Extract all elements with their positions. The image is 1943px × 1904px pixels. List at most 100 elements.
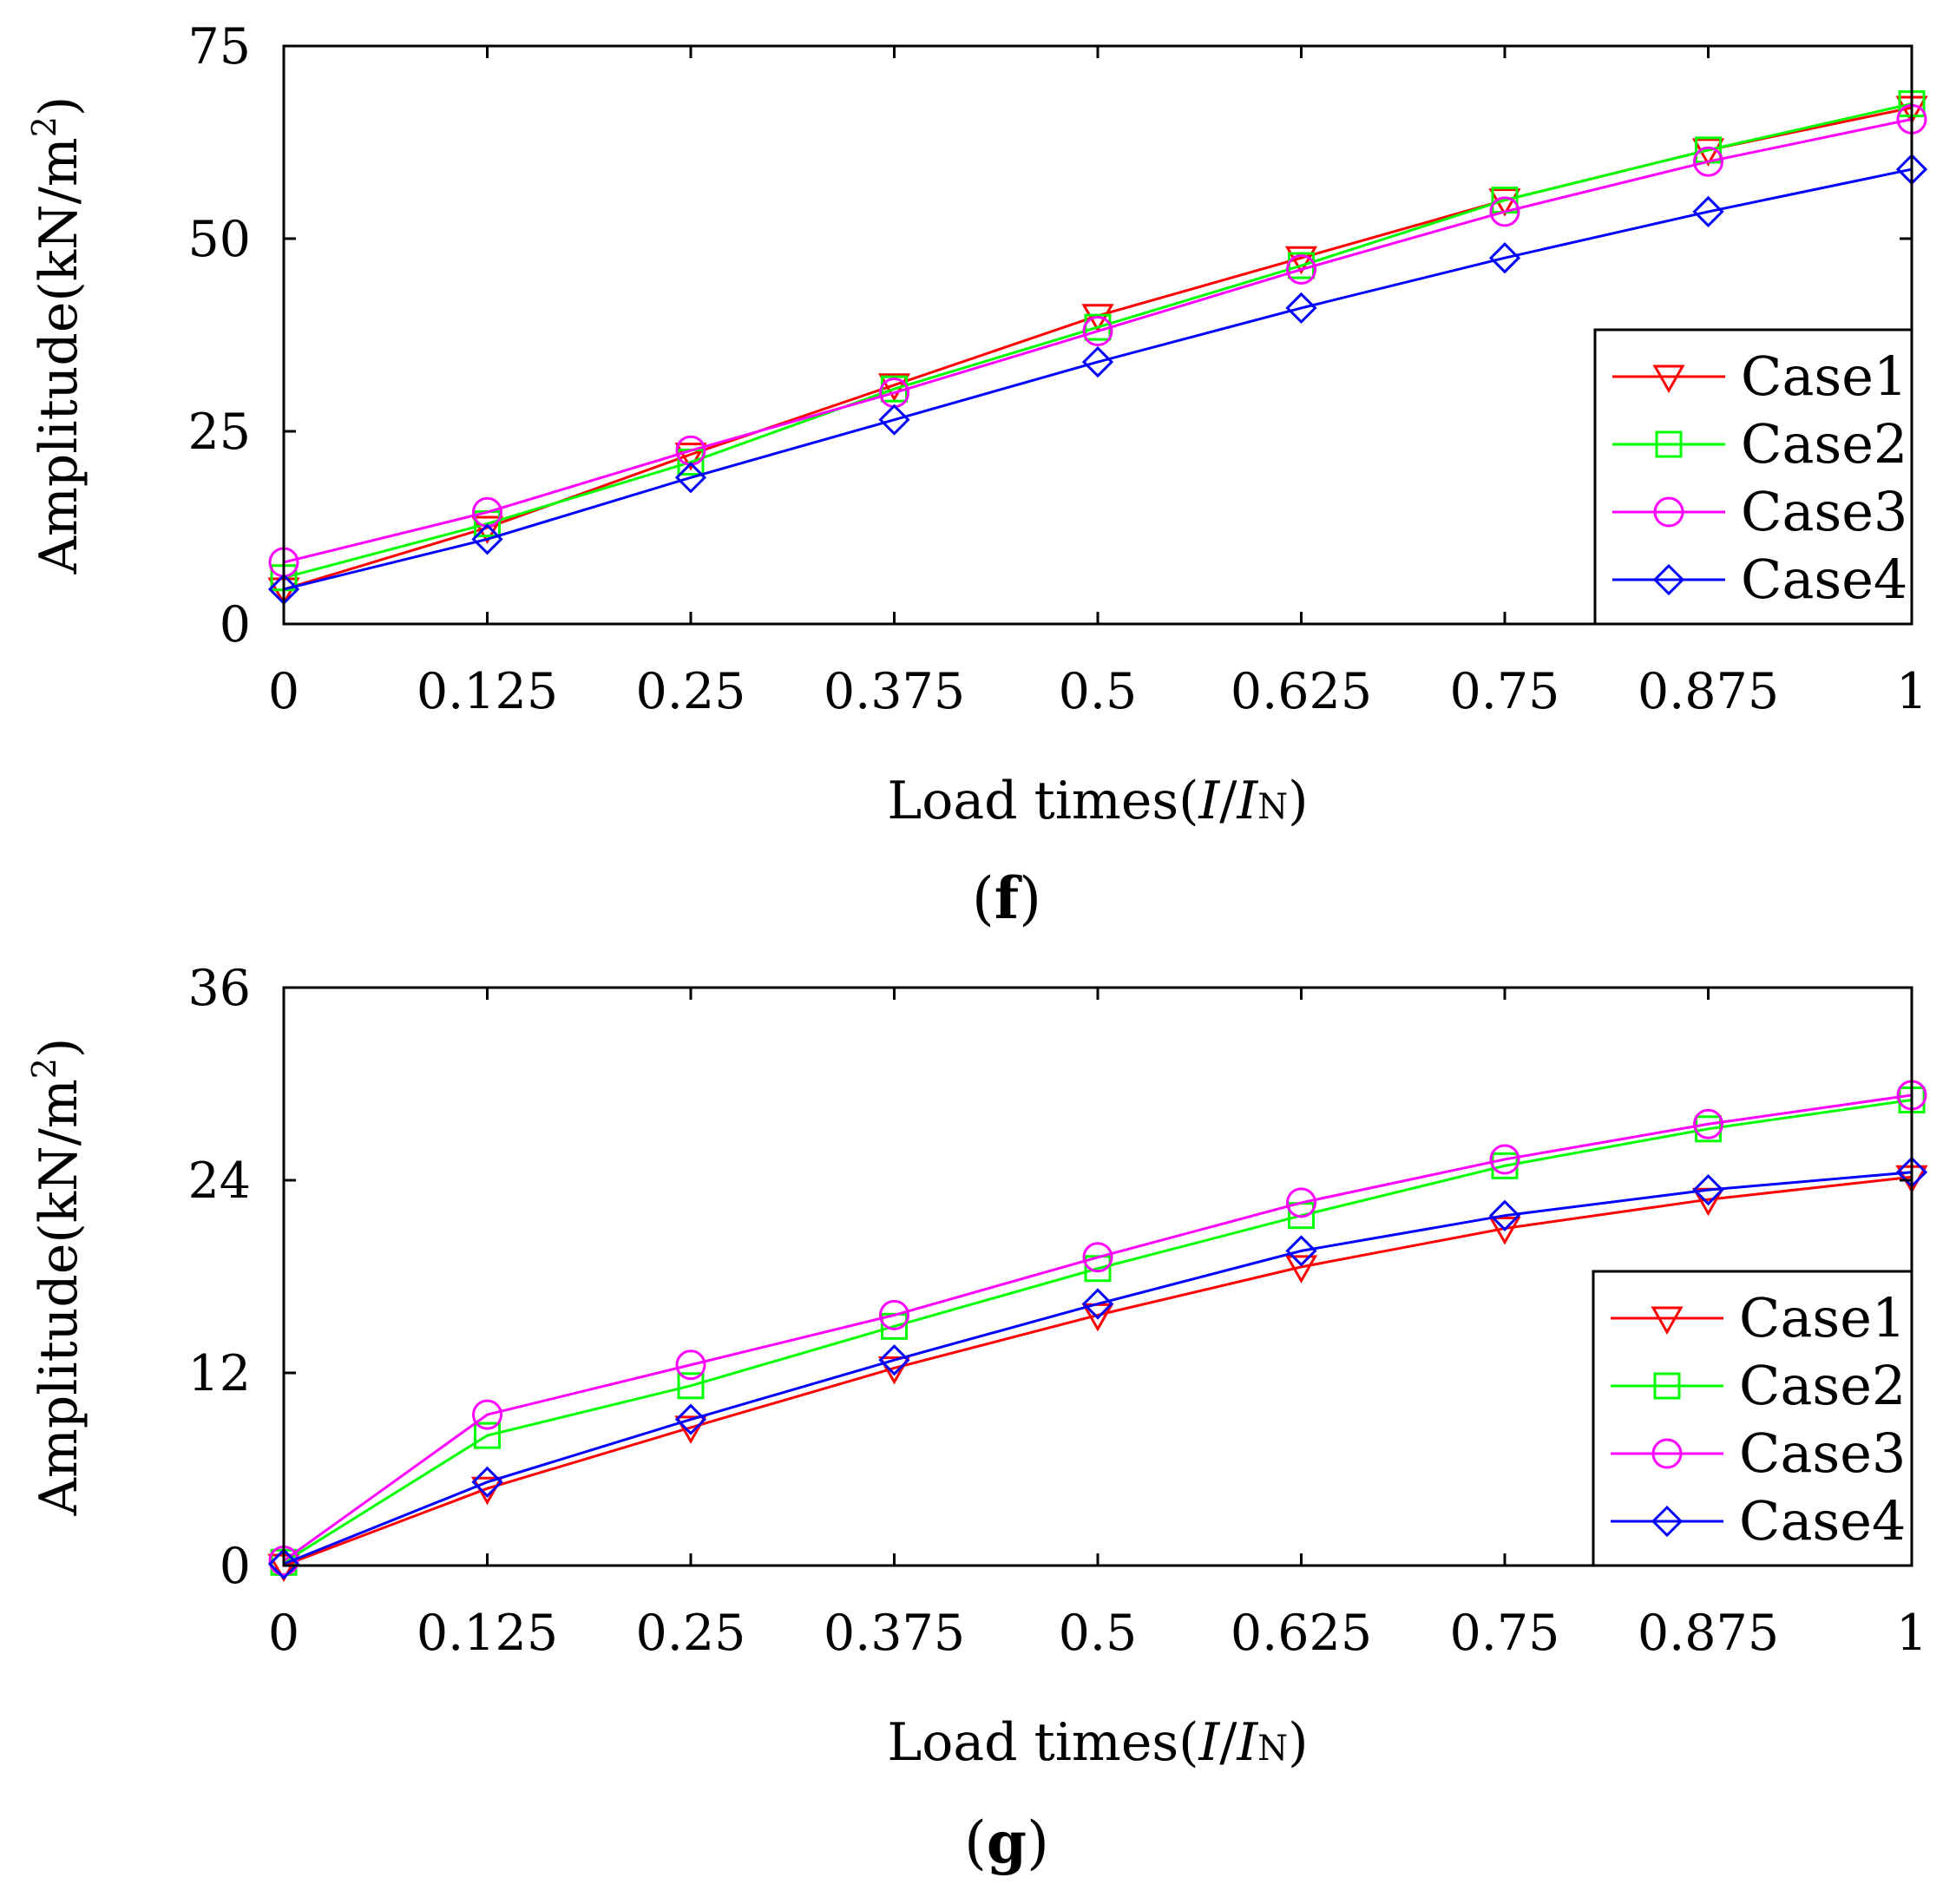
series-line-case4	[283, 1171, 1913, 1566]
x-tick-label: 0.25	[636, 663, 746, 720]
x-tick-label: 0	[268, 663, 299, 720]
x-tick-label: 1	[1896, 663, 1927, 720]
legend-marker	[1652, 364, 1685, 394]
legend-label: Case2	[1741, 412, 1907, 476]
legend-marker	[1653, 496, 1684, 528]
series-line-case2	[283, 1099, 1913, 1564]
legend-label: Case1	[1739, 1286, 1906, 1349]
data-point-case3	[675, 1349, 706, 1381]
data-point-case3	[1286, 254, 1316, 286]
legend-marker	[1651, 1306, 1684, 1336]
legend-marker	[1651, 1505, 1684, 1538]
x-tick-label: 0.25	[636, 1605, 746, 1662]
svg-text:Amplitude(kN/m2): Amplitude(kN/m2)	[25, 96, 89, 575]
legend-label: Case4	[1741, 548, 1907, 611]
data-point-case2	[677, 1372, 705, 1400]
y-tick-label: 12	[187, 1345, 251, 1402]
legend-marker	[1651, 1438, 1683, 1469]
data-point-case4	[1285, 292, 1317, 325]
data-point-case3	[1082, 1242, 1113, 1273]
x-tick-label: 0.875	[1638, 663, 1779, 720]
data-point-case4	[878, 404, 910, 436]
data-point-case1	[674, 443, 707, 471]
y-axis-label: Amplitude(kN/m2)	[25, 96, 89, 575]
data-point-case1	[674, 1415, 707, 1444]
legend-marker	[1655, 430, 1683, 458]
series-line-case3	[283, 1093, 1913, 1562]
data-point-case4	[1081, 1288, 1114, 1320]
y-tick-label: 50	[187, 211, 251, 268]
x-tick-label: 0.75	[1450, 663, 1560, 720]
data-point-case4	[471, 1466, 503, 1498]
x-tick-label: 0.875	[1638, 1605, 1779, 1662]
x-tick-label: 0.5	[1059, 663, 1138, 720]
data-point-case4	[1285, 1235, 1317, 1267]
data-point-case4	[1692, 1173, 1724, 1206]
data-point-case4	[471, 523, 503, 555]
x-tick-label: 0.625	[1231, 663, 1372, 720]
chart-panel-f: 0 0.125 0.25 0.375 0.5 0.625 0.75 0.875 1 0 25 50 75…	[25, 18, 1928, 932]
data-point-case3	[1693, 1108, 1723, 1139]
data-point-case1	[470, 515, 504, 545]
legend-label: Case1	[1741, 345, 1907, 408]
y-tick-label: 75	[187, 18, 251, 76]
legend-box	[1592, 1270, 1913, 1567]
data-point-case4	[1081, 345, 1114, 378]
legend-label: Case3	[1741, 480, 1907, 543]
x-tick-label: 0.625	[1231, 1605, 1372, 1662]
series-line-case3	[283, 117, 1913, 564]
y-tick-label: 25	[187, 404, 251, 461]
legend-marker	[1653, 1372, 1681, 1400]
svg-text:Amplitude(kN/m2): Amplitude(kN/m2)	[25, 1038, 89, 1517]
data-point-case4	[878, 1344, 910, 1376]
panel-label: (g)	[964, 1809, 1049, 1876]
data-point-case4	[674, 1403, 707, 1435]
data-point-case3	[472, 1399, 502, 1430]
y-tick-label: 0	[220, 1538, 251, 1595]
y-tick-label: 24	[187, 1152, 251, 1210]
data-point-case4	[1488, 1199, 1521, 1231]
data-point-case1	[1284, 1255, 1318, 1284]
legend-box	[1593, 328, 1913, 626]
data-point-case3	[1489, 1144, 1520, 1175]
data-point-case4	[1488, 242, 1521, 274]
x-tick-label: 1	[1896, 1605, 1927, 1662]
x-tick-label: 0.375	[824, 663, 965, 720]
legend-label: Case4	[1739, 1489, 1906, 1553]
legend-label: Case3	[1739, 1421, 1906, 1485]
series-line-case4	[283, 167, 1913, 591]
chart-panel-g: 0 0.125 0.25 0.375 0.5 0.625 0.75 0.875 1 0 12 24 36…	[25, 960, 1928, 1876]
y-tick-label: 0	[220, 596, 251, 653]
x-tick-label: 0.5	[1059, 1605, 1138, 1662]
x-tick-label: 0	[268, 1605, 299, 1662]
data-point-case3	[1286, 1187, 1316, 1218]
data-point-case4	[674, 462, 707, 494]
legend-label: Case2	[1739, 1354, 1906, 1417]
data-point-case3	[1489, 196, 1520, 227]
x-tick-label: 0.125	[417, 663, 558, 720]
y-axis-label: Amplitude(kN/m2)	[25, 1038, 89, 1517]
data-point-case1	[1081, 304, 1114, 332]
data-point-case1	[1488, 1217, 1521, 1245]
data-point-case3	[1693, 146, 1723, 177]
x-tick-label: 0.375	[824, 1605, 965, 1662]
y-tick-label: 36	[187, 960, 251, 1017]
legend-marker	[1652, 563, 1685, 596]
data-point-case3	[1082, 316, 1113, 347]
data-point-case3	[879, 1299, 909, 1330]
data-point-case2	[474, 1421, 501, 1449]
x-tick-label: 0.75	[1450, 1605, 1560, 1662]
x-tick-label: 0.125	[417, 1605, 558, 1662]
x-axis-label: Load times(I/IN)	[887, 771, 1308, 831]
panel-label: (f)	[972, 864, 1041, 932]
data-point-case4	[267, 1548, 300, 1580]
series-line-case1	[283, 1175, 1913, 1567]
series-line-case2	[283, 102, 1913, 580]
x-axis-label: Load times(I/IN)	[887, 1712, 1308, 1773]
data-point-case4	[1692, 195, 1724, 228]
data-point-case1	[1284, 246, 1318, 275]
data-point-case1	[877, 1356, 911, 1385]
